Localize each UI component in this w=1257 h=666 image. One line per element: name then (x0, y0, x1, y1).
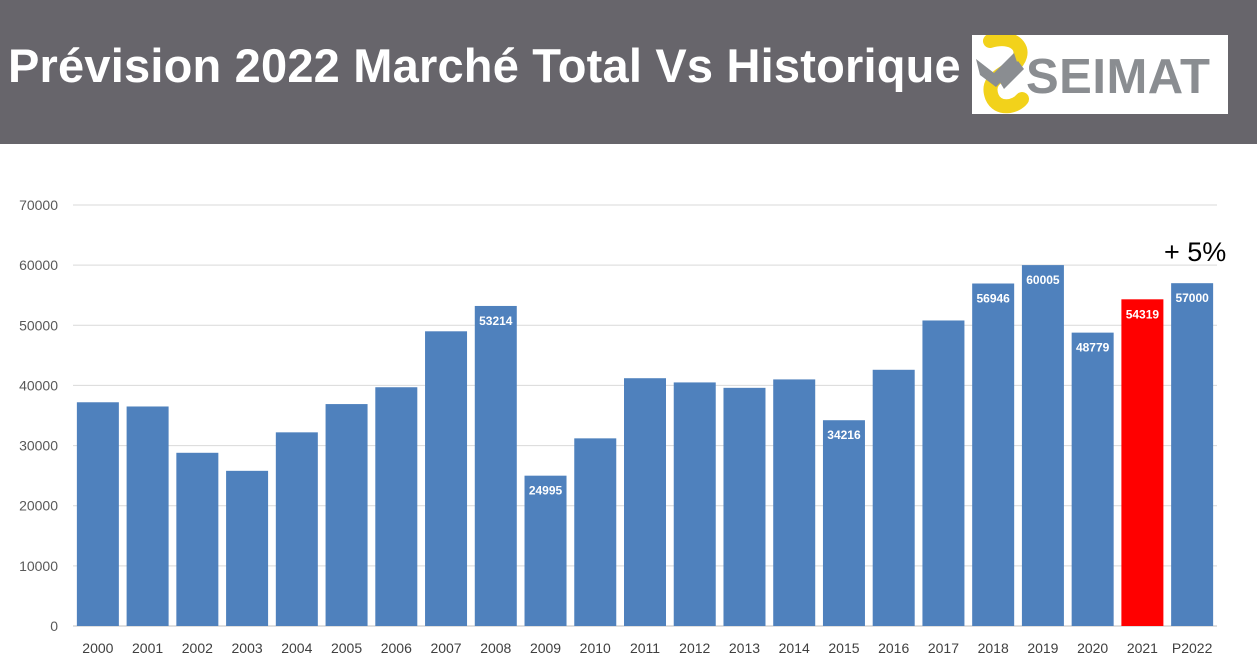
logo-icon (976, 35, 1029, 114)
x-tick-label: 2004 (281, 640, 312, 656)
x-tick-label: 2006 (381, 640, 412, 656)
seimat-logo: SEIMAT (972, 35, 1228, 114)
bar (176, 452, 219, 626)
bar (624, 378, 666, 626)
bar (673, 382, 716, 626)
bar (425, 331, 468, 626)
bar (872, 369, 915, 626)
bars (76, 265, 1214, 626)
x-tick-label: 2016 (878, 640, 909, 656)
x-axis-ticks: 2000 2001 2002 2003 2004 2005 2006 2007 2008 2009… (82, 640, 1212, 656)
bar (1021, 265, 1064, 626)
x-tick-label: 2015 (828, 640, 859, 656)
annotations: + 5% (1164, 237, 1226, 267)
x-tick-label: 2002 (182, 640, 213, 656)
y-tick-label: 70000 (19, 197, 58, 213)
x-tick-label: 2012 (679, 640, 710, 656)
y-tick-label: 50000 (19, 317, 58, 333)
logo-text: SEIMAT (1026, 50, 1211, 104)
bar (723, 387, 766, 626)
x-tick-label: 2021 (1127, 640, 1158, 656)
bar (1171, 283, 1214, 626)
data-label: 54319 (1126, 307, 1160, 321)
y-axis-ticks: 0 10000 20000 30000 40000 50000 60000 70000 (19, 197, 58, 634)
data-label: 34216 (827, 428, 861, 442)
x-tick-label: 2007 (430, 640, 461, 656)
bar (226, 470, 269, 626)
x-tick-label: 2001 (132, 640, 163, 656)
x-tick-label: 2005 (331, 640, 362, 656)
y-tick-label: 10000 (19, 558, 58, 574)
x-tick-label: 2009 (530, 640, 561, 656)
bar (524, 475, 567, 626)
x-tick-label: 2000 (82, 640, 113, 656)
x-tick-label: 2011 (630, 640, 660, 656)
x-tick-label: P2022 (1172, 640, 1213, 656)
bar (474, 305, 517, 626)
bar (325, 404, 368, 626)
x-tick-label: 2003 (232, 640, 263, 656)
bar (76, 402, 119, 626)
data-label: 56946 (976, 292, 1010, 306)
bar (972, 283, 1015, 626)
page-title: Prévision 2022 Marché Total Vs Historiqu… (8, 39, 961, 92)
x-tick-label: 2010 (580, 640, 611, 656)
y-tick-label: 60000 (19, 257, 58, 273)
x-tick-label: 2014 (779, 640, 810, 656)
x-tick-label: 2020 (1077, 640, 1108, 656)
y-tick-label: 30000 (19, 438, 58, 454)
bar (375, 387, 418, 626)
growth-annotation: + 5% (1164, 237, 1226, 267)
y-tick-label: 0 (50, 618, 58, 634)
y-tick-label: 40000 (19, 377, 58, 393)
x-tick-label: 2017 (928, 640, 959, 656)
bar (822, 420, 865, 626)
data-label: 57000 (1175, 291, 1209, 305)
bar (773, 379, 816, 626)
data-label: 24995 (529, 484, 563, 498)
y-tick-label: 20000 (19, 498, 58, 514)
bar-chart: 0 10000 20000 30000 40000 50000 60000 70000 532… (19, 197, 1226, 656)
x-tick-label: 2019 (1027, 640, 1058, 656)
data-label: 60005 (1026, 273, 1060, 287)
x-tick-label: 2018 (978, 640, 1009, 656)
bar (275, 432, 318, 626)
header-banner: Prévision 2022 Marché Total Vs Historiqu… (0, 0, 1257, 144)
x-tick-label: 2013 (729, 640, 760, 656)
bar (922, 320, 965, 626)
bar (126, 406, 169, 626)
data-label: 48779 (1076, 341, 1110, 355)
bar (1071, 332, 1114, 626)
bar (1121, 299, 1164, 626)
bar (574, 438, 617, 626)
data-label: 53214 (479, 314, 513, 328)
x-tick-label: 2008 (480, 640, 511, 656)
data-labels: 53214 24995 34216 56946 60005 48779 54319 57000 (479, 273, 1209, 498)
